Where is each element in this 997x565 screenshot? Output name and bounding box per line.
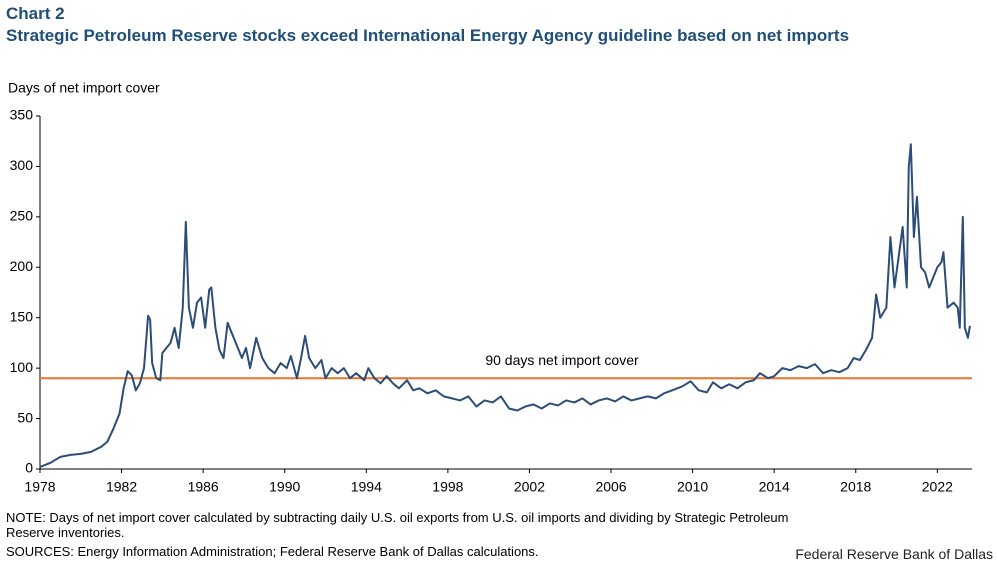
x-tick-label: 1994 — [351, 479, 382, 495]
x-tick-label: 1990 — [269, 479, 300, 495]
chart-title: Strategic Petroleum Reserve stocks excee… — [6, 26, 850, 45]
sources: SOURCES: Energy Information Administrati… — [6, 544, 539, 559]
y-axis-label: Days of net import cover — [8, 80, 160, 96]
x-tick-label: 2010 — [677, 479, 708, 495]
y-tick-label: 0 — [25, 460, 33, 476]
data-line — [39, 143, 971, 468]
x-tick-label: 1982 — [106, 479, 137, 495]
y-tick-label: 150 — [10, 308, 34, 324]
x-tick-label: 1986 — [188, 479, 219, 495]
x-tick-label: 1998 — [432, 479, 463, 495]
x-tick-label: 2002 — [514, 479, 545, 495]
y-tick-label: 350 — [10, 107, 34, 123]
reference-label: 90 days net import cover — [485, 352, 639, 368]
credit: Federal Reserve Bank of Dallas — [795, 546, 993, 562]
x-tick-label: 1978 — [24, 479, 55, 495]
x-tick-label: 2022 — [922, 479, 953, 495]
x-tick-label: 2014 — [759, 479, 790, 495]
y-tick-label: 50 — [17, 409, 33, 425]
x-tick-label: 2018 — [840, 479, 871, 495]
y-tick-label: 100 — [10, 359, 34, 375]
y-tick-label: 300 — [10, 157, 34, 173]
y-tick-label: 200 — [10, 258, 34, 274]
x-tick-label: 2006 — [595, 479, 626, 495]
y-tick-label: 250 — [10, 208, 34, 224]
note: NOTE: Days of net import cover calculate… — [6, 510, 789, 540]
chart-label: Chart 2 — [6, 4, 65, 23]
chart: Days of net import cover 0 50 100 150 200 250… — [8, 80, 972, 495]
